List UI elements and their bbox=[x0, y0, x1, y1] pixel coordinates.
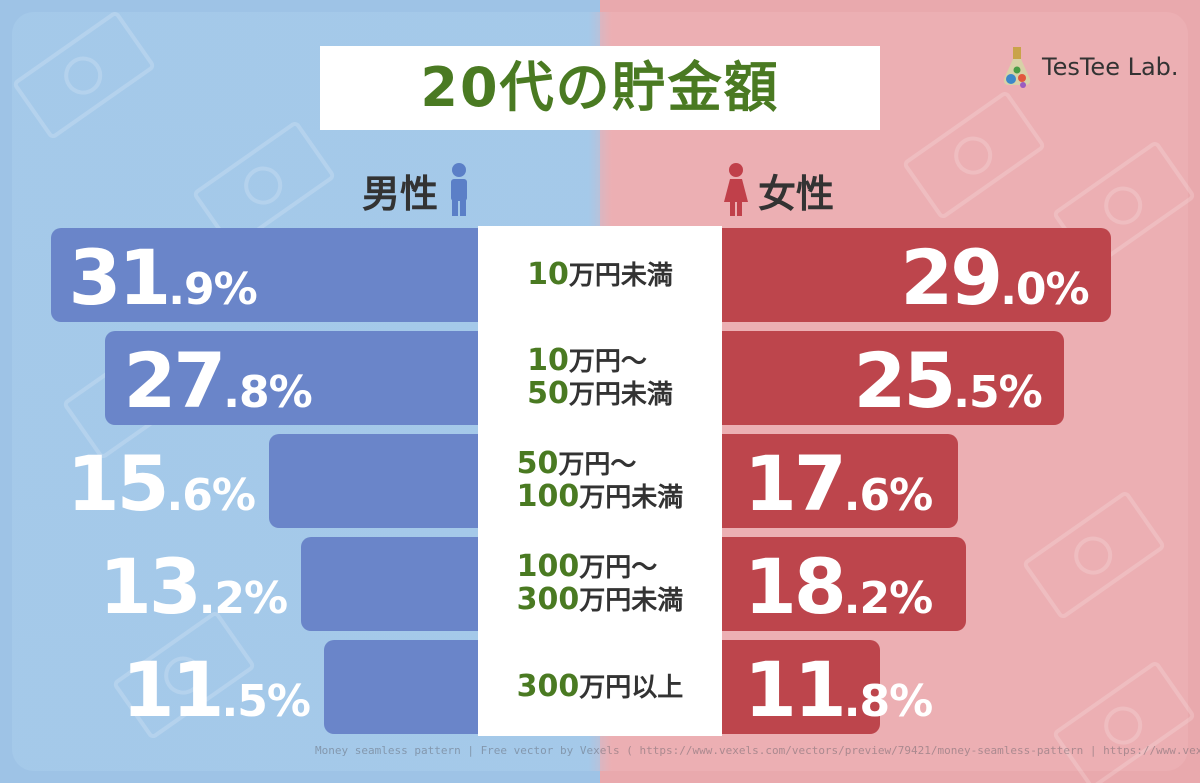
female-bar bbox=[710, 537, 966, 631]
female-bar bbox=[710, 640, 881, 734]
female-value-label: 11.8% bbox=[744, 645, 933, 734]
chart-title: 20代の貯金額 bbox=[420, 56, 780, 119]
legend-female-label: 女性 bbox=[758, 171, 835, 216]
male-value-label: 31.9% bbox=[68, 233, 258, 322]
female-value-label: 25.5% bbox=[853, 336, 1043, 425]
title-box: 20代の貯金額 bbox=[320, 46, 880, 130]
category-label: 50万円〜 100万円未満 bbox=[478, 434, 722, 528]
female-bar bbox=[710, 434, 958, 528]
category-label: 10万円未満 bbox=[478, 228, 722, 322]
logo: TesTee Lab. bbox=[1000, 42, 1179, 92]
legend-female: 女性 bbox=[722, 160, 834, 220]
male-person-icon bbox=[451, 163, 468, 216]
male-value-label: 15.6% bbox=[66, 439, 256, 528]
male-bar bbox=[268, 434, 490, 528]
female-value-label: 18.2% bbox=[744, 542, 933, 631]
female-bar bbox=[710, 331, 1064, 425]
male-value-label: 11.5% bbox=[121, 645, 311, 734]
male-bar bbox=[323, 640, 490, 734]
legend-male-label: 男性 bbox=[362, 171, 439, 216]
male-bar bbox=[301, 537, 490, 631]
female-value-label: 29.0% bbox=[900, 233, 1089, 322]
female-bar bbox=[710, 228, 1111, 322]
male-bar bbox=[105, 331, 490, 425]
male-bar bbox=[50, 228, 490, 322]
category-label: 300万円以上 bbox=[478, 640, 722, 734]
male-value-label: 13.2% bbox=[98, 542, 288, 631]
credit-text: Money seamless pattern | Free vector by … bbox=[315, 744, 1200, 757]
female-value-label: 17.6% bbox=[744, 439, 933, 528]
category-label: 100万円〜 300万円未満 bbox=[478, 537, 722, 631]
category-label: 10万円〜 50万円未満 bbox=[478, 331, 722, 425]
flask-logo-icon bbox=[1003, 47, 1031, 88]
legend-male: 男性 bbox=[362, 160, 472, 220]
male-value-label: 27.8% bbox=[123, 336, 312, 425]
logo-text: TesTee Lab. bbox=[1042, 53, 1179, 81]
female-person-icon bbox=[724, 163, 748, 216]
